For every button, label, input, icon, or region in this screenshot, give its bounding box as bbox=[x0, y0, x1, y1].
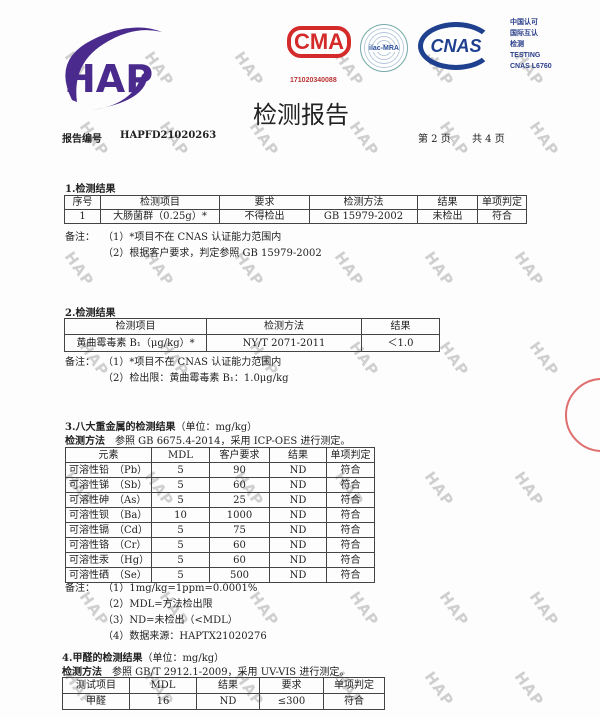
section2-table: 检测项目 检测方法 结果 黄曲霉毒素 B₁（μg/kg）* NY/T 2071-201… bbox=[64, 318, 440, 352]
table-row: 可溶性锑 （Sb） 5 60 ND 符合 bbox=[65, 477, 375, 493]
table-row: 可溶性砷 （As） 5 25 ND 符合 bbox=[65, 492, 375, 508]
report-no: HAPFD21020263 bbox=[120, 130, 217, 141]
section2-title: 2.检测结果 bbox=[65, 308, 116, 319]
table-row: 可溶性硒 （Se） 5 500 ND 符合 bbox=[65, 567, 375, 583]
table-header-row: 检测项目 检测方法 结果 bbox=[64, 318, 440, 335]
note: （1）*项目不在 CNAS 认证能力范围内 bbox=[103, 232, 282, 243]
note: （2）根据客户要求，判定参照 GB 15979-2002 bbox=[103, 248, 322, 259]
watermark: HAP bbox=[525, 118, 563, 160]
cma-number: 171020340088 bbox=[290, 77, 337, 84]
section3-unit: （单位：mg/kg） bbox=[175, 422, 258, 433]
table-row: 可溶性镉 （Cd） 5 75 ND 符合 bbox=[65, 522, 375, 538]
table-header-row: 测试项目 MDL 结果 要求 单项判定 bbox=[62, 677, 385, 694]
table-row: 1 大肠菌群（0.25g）* 不得检出 GB 15979-2002 未检出 符合 bbox=[64, 209, 527, 224]
cnas-accreditation-text: 中国认可 国际互认 检测 TESTING CNAS L6760 bbox=[510, 19, 552, 70]
svg-text:HAP: HAP bbox=[64, 57, 153, 101]
watermark: HAP bbox=[345, 588, 383, 630]
watermark: HAP bbox=[435, 588, 473, 630]
hap-logo: HAP bbox=[64, 27, 162, 110]
table-row: 可溶性钡 （Ba） 10 1000 ND 符合 bbox=[65, 507, 375, 523]
watermark: HAP bbox=[420, 668, 458, 710]
watermark: HAP bbox=[435, 338, 473, 380]
section3-table: 元素 MDL 客户要求 结果 单项判定 可溶性铅 （Pb） 5 90 ND 符合 可溶性锑 （Sb）… bbox=[65, 447, 375, 583]
watermark: HAP bbox=[525, 588, 563, 630]
page-number: 第 2 页 bbox=[418, 134, 451, 145]
note-label: 备注： bbox=[65, 357, 95, 368]
section4-title: 4.甲醛的检测结果 bbox=[62, 653, 143, 664]
watermark: HAP bbox=[245, 588, 283, 630]
method-label: 检测方法 bbox=[65, 436, 105, 447]
section4-table: 测试项目 MDL 结果 要求 单项判定 甲醛 16 ND ≤300 符合 bbox=[62, 677, 385, 710]
cnas-logo: CNAS bbox=[418, 22, 494, 70]
table-row: 甲醛 16 ND ≤300 符合 bbox=[62, 693, 385, 710]
watermark: HAP bbox=[525, 338, 563, 380]
watermark: HAP bbox=[510, 468, 548, 510]
table-row: 可溶性汞 （Hg） 5 60 ND 符合 bbox=[65, 552, 375, 568]
report-title: 检测报告 bbox=[253, 101, 349, 129]
note: （4）数据来源：HAPTX21020276 bbox=[103, 631, 267, 642]
section1-title: 1.检测结果 bbox=[65, 184, 116, 195]
method-label: 检测方法 bbox=[62, 667, 102, 678]
watermark: HAP bbox=[330, 248, 368, 290]
note: （1）*项目不在 CNAS 认证能力范围内 bbox=[103, 357, 282, 368]
watermark: HAP bbox=[60, 248, 98, 290]
watermark: HAP bbox=[230, 48, 268, 90]
note-label: 备注： bbox=[65, 583, 95, 594]
watermark: HAP bbox=[510, 248, 548, 290]
section3-title: 3.八大重金属的检测结果 bbox=[65, 422, 176, 433]
watermark: HAP bbox=[420, 468, 458, 510]
note: （3）ND=未检出（<MDL） bbox=[103, 615, 238, 626]
watermark: HAP bbox=[345, 118, 383, 160]
watermark: HAP bbox=[420, 248, 458, 290]
page-total: 共 4 页 bbox=[472, 134, 505, 145]
table-row: 黄曲霉毒素 B₁（μg/kg）* NY/T 2071-2011 ＜1.0 bbox=[64, 334, 440, 352]
method-text: 参照 GB/T 2912.1-2009，采用 UV-VIS 进行测定。 bbox=[112, 667, 350, 678]
note: （2）检出限：黄曲霉毒素 B₁：1.0μg/kg bbox=[103, 373, 289, 384]
table-header-row: 元素 MDL 客户要求 结果 单项判定 bbox=[65, 447, 375, 463]
note: （2）MDL=方法检出限 bbox=[103, 599, 213, 610]
method-text: 参照 GB 6675.4-2014，采用 ICP-OES 进行测定。 bbox=[115, 436, 351, 447]
note-label: 备注： bbox=[65, 232, 95, 243]
watermark: HAP bbox=[510, 668, 548, 710]
section1-table: 序号 检测项目 要求 检测方法 结果 单项判定 1 大肠菌群（0.25g）* 不得检出 GB 1… bbox=[64, 195, 527, 224]
seal-stamp bbox=[565, 378, 600, 452]
table-header-row: 序号 检测项目 要求 检测方法 结果 单项判定 bbox=[64, 195, 527, 210]
cma-logo: CMA bbox=[287, 26, 351, 58]
table-row: 可溶性铅 （Pb） 5 90 ND 符合 bbox=[65, 462, 375, 478]
note: （1）1mg/kg=1ppm=0.0001% bbox=[103, 583, 258, 594]
report-no-label: 报告编号 bbox=[62, 134, 102, 145]
section4-unit: （单位：mg/kg） bbox=[142, 653, 225, 664]
table-row: 可溶性铬 （Cr） 5 60 ND 符合 bbox=[65, 537, 375, 553]
ilac-mra-logo: ilac-MRA bbox=[360, 24, 408, 72]
